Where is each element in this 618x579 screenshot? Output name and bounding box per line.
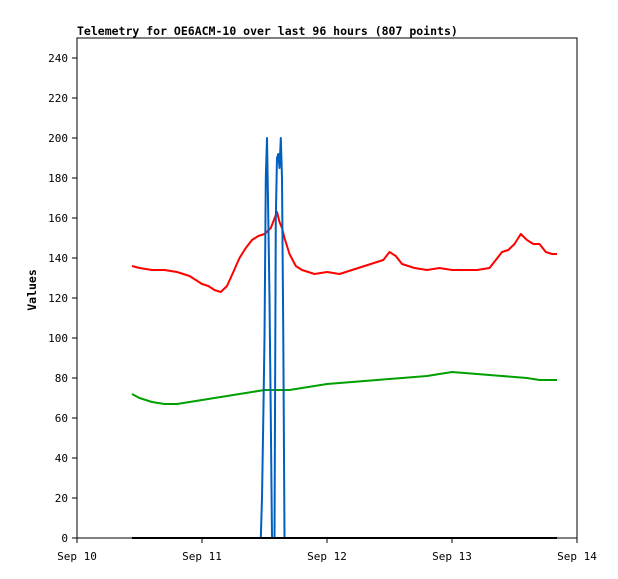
x-tick-label: Sep 13 [432,550,472,563]
x-tick-label: Sep 14 [557,550,597,563]
x-axis: Sep 10 Sep 11 Sep 12 Sep 13 Sep 14 [57,538,597,563]
y-tick-label: 140 [48,252,68,265]
y-tick-label: 240 [48,52,68,65]
y-tick-label: 40 [55,452,68,465]
x-tick-label: Sep 10 [57,550,97,563]
y-tick-label: 220 [48,92,68,105]
x-tick-label: Sep 11 [182,550,222,563]
x-tick-label: Sep 12 [307,550,347,563]
plot-frame [76,37,578,539]
y-tick-label: 100 [48,332,68,345]
y-tick-label: 60 [55,412,68,425]
series-line-1 [131,371,557,405]
y-tick-label: 120 [48,292,68,305]
y-tick-label: 160 [48,212,68,225]
y-tick-label: 180 [48,172,68,185]
series-line-0 [131,211,557,293]
series-layer [131,137,557,539]
y-axis: 0 20 40 60 80 100 120 140 160 180 200 220 240 [48,52,77,545]
y-tick-label: 200 [48,132,68,145]
y-axis-title: Values [25,269,39,311]
y-tick-label: 80 [55,372,68,385]
chart-title: Telemetry for OE6ACM-10 over last 96 hou… [77,24,458,38]
y-tick-label: 0 [61,532,68,545]
y-tick-label: 20 [55,492,68,505]
